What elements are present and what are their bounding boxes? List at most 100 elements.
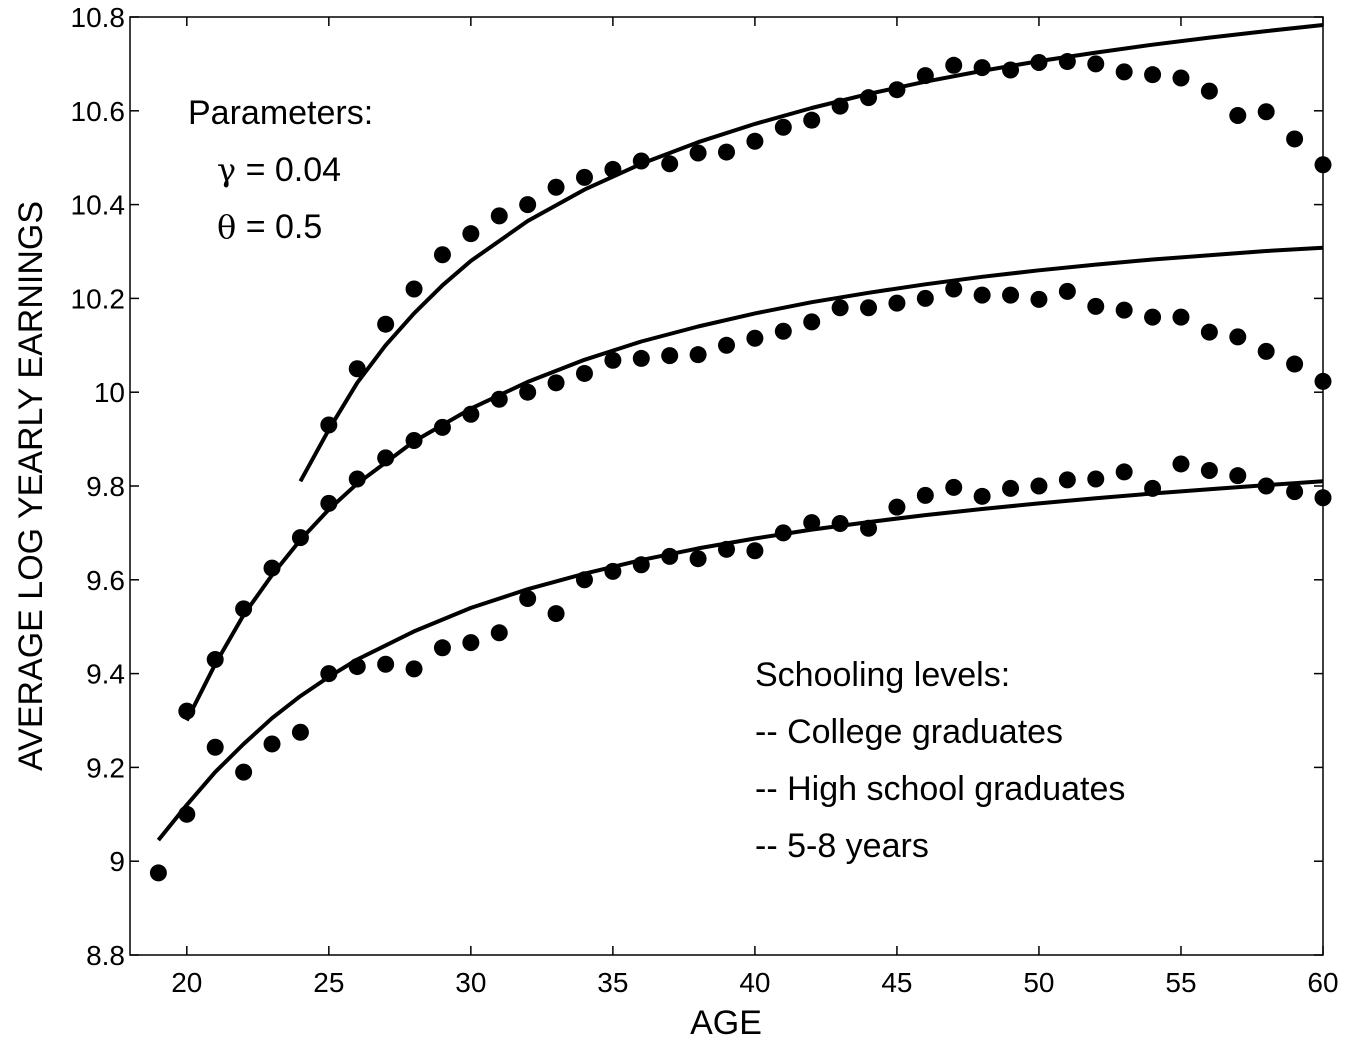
- y-tick-label: 10.6: [71, 96, 126, 127]
- data-point-high_school: [860, 299, 878, 317]
- data-point-college: [433, 246, 451, 264]
- data-point-high_school: [1229, 328, 1247, 346]
- data-point-five_to_eight: [1144, 479, 1162, 497]
- data-point-college: [860, 89, 878, 107]
- data-point-high_school: [689, 346, 707, 364]
- y-tick-label: 9.2: [86, 752, 125, 783]
- data-point-high_school: [1030, 290, 1048, 308]
- data-point-five_to_eight: [945, 478, 963, 496]
- x-tick-label: 20: [171, 967, 202, 998]
- data-point-high_school: [519, 383, 537, 401]
- fit-line-high_school: [185, 245, 1324, 722]
- theta-symbol: θ: [217, 208, 236, 246]
- data-point-high_school: [235, 600, 253, 618]
- data-point-high_school: [1002, 286, 1020, 304]
- data-point-high_school: [1115, 301, 1133, 319]
- data-point-five_to_eight: [462, 634, 480, 652]
- marks-layer: [149, 23, 1332, 882]
- data-point-high_school: [206, 651, 224, 669]
- data-point-five_to_eight: [888, 498, 906, 516]
- data-point-high_school: [774, 322, 792, 340]
- data-point-high_school: [575, 364, 593, 382]
- data-point-five_to_eight: [1172, 455, 1190, 473]
- gamma-symbol: γ: [217, 151, 236, 189]
- data-point-college: [1115, 63, 1133, 81]
- data-point-college: [831, 97, 849, 115]
- data-point-five_to_eight: [320, 665, 338, 683]
- data-point-college: [1200, 82, 1218, 100]
- y-tick-label: 10.2: [71, 283, 126, 314]
- data-point-five_to_eight: [263, 735, 281, 753]
- data-point-high_school: [1200, 323, 1218, 341]
- schooling-item-college: -- College graduates: [755, 713, 1063, 751]
- data-point-college: [490, 207, 508, 225]
- x-tick-label: 30: [455, 967, 486, 998]
- data-point-five_to_eight: [149, 864, 167, 882]
- data-point-college: [774, 118, 792, 136]
- data-point-college: [1002, 61, 1020, 79]
- data-point-college: [803, 111, 821, 129]
- data-point-college: [746, 132, 764, 150]
- theta-value: = 0.5: [236, 208, 322, 246]
- data-point-high_school: [746, 329, 764, 347]
- parameter-gamma: γ = 0.04: [217, 151, 341, 189]
- data-point-high_school: [803, 313, 821, 331]
- data-point-college: [661, 155, 679, 173]
- data-point-college: [916, 67, 934, 85]
- x-tick-label: 40: [739, 967, 770, 998]
- data-point-five_to_eight: [1200, 462, 1218, 480]
- data-point-five_to_eight: [547, 605, 565, 623]
- data-point-college: [1172, 69, 1190, 87]
- ticks-layer: 20 25 30 35 40 45 50 55 60 8.8 9 9.2 9.4 9.6 9.8 10 10.2…: [71, 2, 1339, 998]
- series-five_to_eight: [149, 455, 1332, 882]
- x-tick-label: 50: [1023, 967, 1054, 998]
- data-point-high_school: [604, 351, 622, 369]
- data-point-college: [888, 81, 906, 99]
- x-tick-label: 60: [1307, 967, 1338, 998]
- data-point-college: [718, 143, 735, 161]
- data-point-high_school: [1286, 355, 1304, 373]
- data-point-college: [547, 178, 565, 196]
- data-point-five_to_eight: [178, 805, 196, 823]
- data-point-five_to_eight: [1115, 463, 1133, 481]
- y-tick-label: 9: [109, 846, 125, 877]
- data-point-college: [1058, 53, 1076, 71]
- series-college: [298, 23, 1332, 483]
- data-point-college: [604, 160, 622, 178]
- data-point-five_to_eight: [689, 550, 707, 568]
- data-point-college: [1030, 53, 1048, 71]
- data-point-five_to_eight: [632, 556, 650, 574]
- data-point-high_school: [888, 294, 906, 312]
- data-point-high_school: [1058, 282, 1076, 300]
- data-point-college: [377, 315, 395, 333]
- y-tick-label: 8.8: [86, 940, 125, 971]
- y-tick-label: 10: [94, 377, 125, 408]
- x-axis-title: AGE: [690, 1004, 762, 1042]
- data-point-college: [689, 144, 707, 162]
- data-point-five_to_eight: [433, 639, 451, 657]
- y-tick-label: 10.8: [71, 2, 126, 33]
- data-point-five_to_eight: [860, 519, 878, 537]
- data-point-college: [1229, 106, 1247, 124]
- data-point-high_school: [1257, 342, 1275, 360]
- data-point-five_to_eight: [1257, 477, 1275, 495]
- data-point-five_to_eight: [718, 540, 735, 558]
- data-point-high_school: [433, 418, 451, 436]
- parameters-heading: Parameters:: [188, 94, 373, 132]
- data-point-five_to_eight: [405, 660, 423, 678]
- schooling-heading: Schooling levels:: [755, 656, 1010, 694]
- data-point-five_to_eight: [973, 487, 991, 505]
- data-point-five_to_eight: [206, 738, 224, 756]
- data-point-five_to_eight: [490, 624, 508, 642]
- data-point-high_school: [348, 470, 366, 488]
- data-point-five_to_eight: [1229, 467, 1247, 485]
- data-point-college: [405, 280, 423, 298]
- parameters-annotation: Parameters: γ = 0.04 θ = 0.5: [188, 94, 373, 246]
- data-point-college: [1257, 103, 1275, 121]
- data-point-high_school: [916, 289, 934, 307]
- data-point-five_to_eight: [746, 542, 764, 560]
- data-point-college: [632, 152, 650, 170]
- data-point-college: [348, 360, 366, 378]
- data-point-college: [320, 416, 338, 434]
- data-point-high_school: [405, 432, 423, 450]
